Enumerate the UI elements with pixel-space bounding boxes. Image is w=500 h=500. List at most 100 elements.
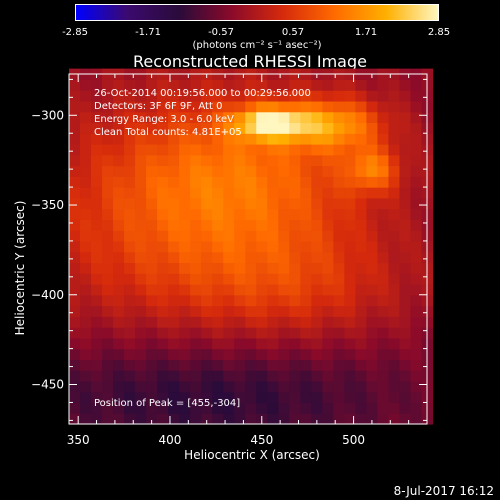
heatmap-cell — [201, 90, 213, 102]
heatmap-cell — [124, 327, 136, 339]
heatmap-cell — [322, 305, 334, 317]
heatmap-cell — [311, 359, 323, 371]
heatmap-cell — [333, 316, 345, 328]
heatmap-cell — [113, 348, 125, 360]
heatmap-cell — [223, 380, 235, 393]
heatmap-cell — [377, 90, 390, 102]
heatmap-cell — [256, 391, 268, 404]
heatmap-cell — [201, 111, 213, 124]
heatmap-cell — [201, 337, 213, 350]
heatmap-cell — [289, 327, 301, 339]
heatmap-cell — [311, 251, 323, 264]
heatmap-cell — [267, 273, 279, 285]
heatmap-cell — [344, 273, 356, 285]
heatmap-cell — [366, 370, 379, 382]
heatmap-cell — [245, 176, 257, 188]
heatmap-cell — [278, 230, 290, 242]
heatmap-cell — [124, 370, 136, 382]
heatmap-cell — [322, 251, 334, 264]
heatmap-cell — [212, 273, 224, 285]
heatmap-cell — [223, 251, 235, 264]
heatmap-cell — [267, 187, 279, 199]
heatmap-cell — [322, 284, 334, 296]
heatmap-cell — [333, 240, 345, 253]
heatmap-cell — [410, 144, 423, 156]
heatmap-cell — [410, 359, 423, 371]
heatmap-cell — [289, 380, 301, 393]
heatmap-cell — [300, 122, 312, 134]
heatmap-cell — [135, 100, 147, 113]
heatmap-cell — [256, 284, 268, 296]
heatmap-cell — [322, 413, 334, 425]
heatmap-cell — [410, 413, 423, 425]
heatmap-cell — [300, 391, 312, 404]
heatmap-cell — [355, 262, 368, 274]
heatmap-cell — [278, 219, 290, 231]
heatmap-cell — [80, 380, 92, 393]
heatmap-cell — [102, 359, 114, 371]
heatmap-cell — [179, 327, 191, 339]
heatmap-cell — [146, 100, 158, 113]
heatmap-cell — [113, 391, 125, 404]
heatmap-cell — [190, 294, 202, 307]
heatmap-image — [69, 68, 434, 425]
heatmap-cell — [388, 391, 401, 404]
heatmap-cell — [289, 111, 301, 124]
heatmap-cell — [113, 284, 125, 296]
heatmap-cell — [124, 337, 136, 350]
heatmap-cell — [223, 273, 235, 285]
heatmap-cell — [69, 165, 81, 177]
heatmap-cell — [278, 273, 290, 285]
heatmap-cell — [333, 133, 345, 145]
heatmap-cell — [223, 111, 235, 124]
heatmap-cell — [113, 337, 125, 350]
heatmap-cell — [201, 273, 213, 285]
heatmap-cell — [300, 284, 312, 296]
heatmap-cell — [366, 100, 379, 113]
heatmap-cell — [322, 176, 334, 188]
heatmap-cell — [300, 348, 312, 360]
heatmap-cell — [234, 90, 246, 102]
heatmap-cell — [223, 79, 235, 91]
heatmap-cell — [234, 305, 246, 317]
heatmap-cell — [289, 273, 301, 285]
heatmap-cell — [80, 294, 92, 307]
heatmap-cell — [91, 165, 103, 177]
heatmap-cell — [355, 133, 368, 145]
heatmap-cell — [179, 197, 191, 210]
heatmap-cell — [322, 273, 334, 285]
heatmap-cell — [399, 262, 412, 274]
heatmap-cell — [256, 219, 268, 231]
heatmap-cell — [377, 305, 390, 317]
heatmap-cell — [201, 262, 213, 274]
heatmap-cell — [300, 187, 312, 199]
heatmap-cell — [322, 230, 334, 242]
heatmap-cell — [245, 111, 257, 124]
heatmap-cell — [157, 370, 169, 382]
chart-title: Reconstructed RHESSI Image — [133, 52, 367, 71]
heatmap-cell — [300, 294, 312, 307]
heatmap-cell — [267, 251, 279, 264]
heatmap-cell — [300, 413, 312, 425]
heatmap-cell — [113, 208, 125, 220]
heatmap-cell — [212, 284, 224, 296]
x-tick-label: 400 — [159, 433, 182, 447]
heatmap-cell — [168, 348, 180, 360]
heatmap-cell — [212, 176, 224, 188]
heatmap-cell — [135, 197, 147, 210]
heatmap-cell — [333, 197, 345, 210]
heatmap-cell — [410, 305, 423, 317]
heatmap-cell — [223, 413, 235, 425]
heatmap-cell — [410, 230, 423, 242]
heatmap-cell — [333, 165, 345, 177]
heatmap-cell — [91, 413, 103, 425]
heatmap-cell — [146, 327, 158, 339]
heatmap-cell — [344, 187, 356, 199]
heatmap-cell — [399, 187, 412, 199]
heatmap-cell — [135, 176, 147, 188]
heatmap-cell — [102, 327, 114, 339]
heatmap-cell — [113, 240, 125, 253]
heatmap-cell — [80, 197, 92, 210]
heatmap-cell — [113, 380, 125, 393]
